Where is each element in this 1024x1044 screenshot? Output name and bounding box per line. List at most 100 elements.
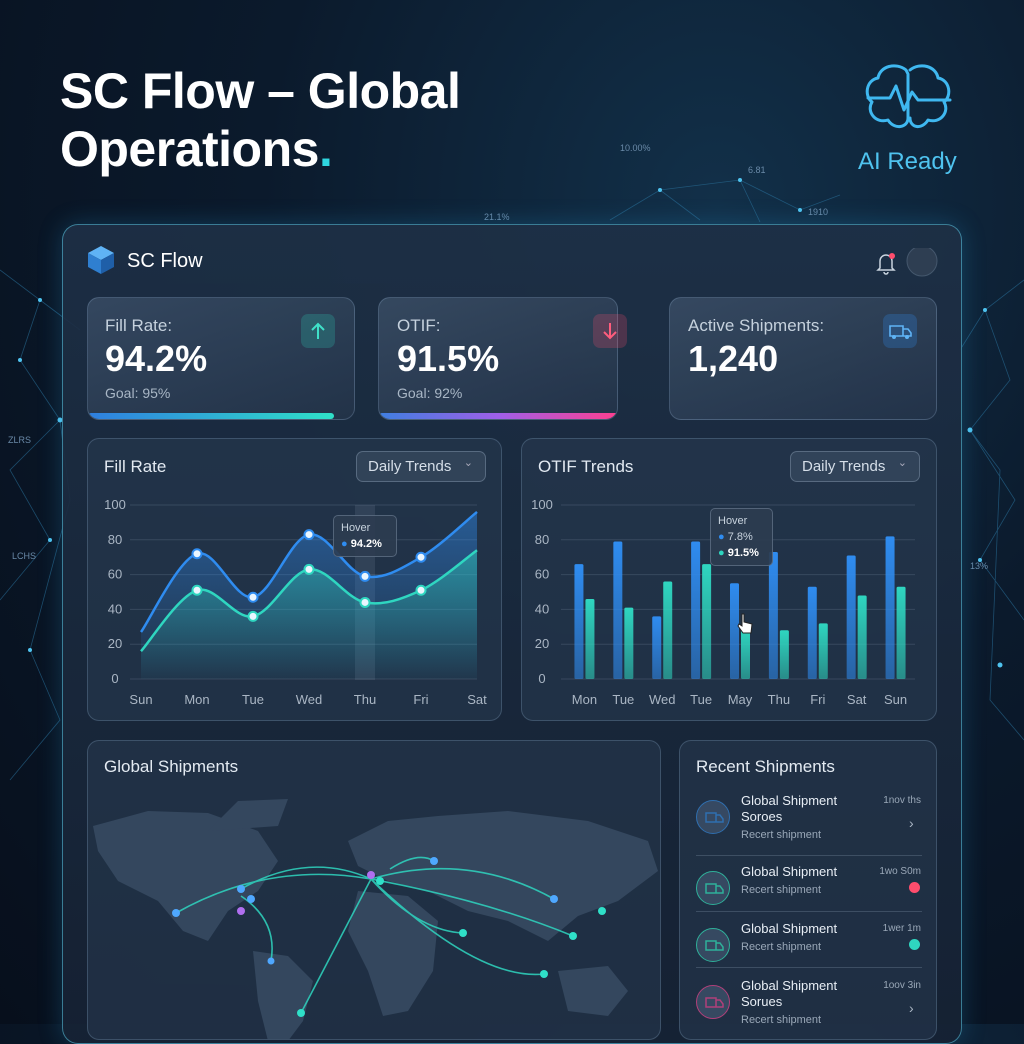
x-tick-label: Tue [690,692,712,707]
tooltip: Hover ● 94.2% [333,515,397,557]
point [415,584,427,596]
separator [696,967,922,968]
down-icon [593,314,627,348]
kpi-label: Fill Rate: [105,316,173,335]
x-tick-label: Sun [129,692,152,707]
line-chart: 0 20 40 60 80 100 Sun Mon Tue Wed Thu Fri Sat [104,497,487,707]
x-tick-label: Wed [296,692,323,707]
point [359,570,371,582]
y-tick-label: 60 [535,567,549,582]
point [359,596,371,608]
y-tick-label: 60 [108,567,122,582]
item-subtitle: Recert shipment [741,884,822,896]
x-tick-label: Tue [242,692,264,707]
x-tick-label: Sat [467,692,487,707]
chart-title: OTIF Trends [538,457,634,476]
x-tick-label: Fri [413,692,428,707]
y-tick-label: 20 [108,636,122,651]
tooltip: Hover ● 7.8% ● 91.5% [710,508,773,566]
bg-label: 1910 [808,207,829,217]
item-title: Global Shipment [741,921,838,936]
item-time: 1wo S0m [879,866,921,877]
kpi-goal: Goal: 92% [397,385,463,401]
bar [896,586,906,679]
area [141,550,477,679]
y-tick-label: 40 [108,601,122,616]
map-title: Global Shipments [104,757,239,776]
brand-name: SC Flow [127,250,203,272]
item-icon [696,800,730,834]
bar [741,630,750,679]
bar [663,581,673,679]
dropdown[interactable]: Daily Trends ⌄ [790,451,920,482]
page-title: SC Flow – Global Operations. [60,62,461,178]
item-time: 1oov 3in [883,980,921,991]
x-tick-label: Wed [649,692,676,707]
bar [585,598,595,679]
bar [779,630,789,679]
bar-chart: 0 20 40 60 80 100 Mon Tue Wed Tue May Thu Fri Sat Sun [531,497,915,707]
item-subtitle: Recert shipment [741,1014,822,1026]
bg-label: 21.1% [484,212,510,222]
bar [807,586,817,679]
bg-label: 13% [970,561,989,571]
y-tick-label: 40 [535,601,549,616]
bar [730,583,739,679]
bar [574,564,584,679]
item-title: Global Shipment Soroes [741,793,838,824]
separator [696,911,922,912]
y-tick-label: 80 [108,532,122,547]
item-time: 1nov ths [883,795,921,806]
title-dot: . [318,121,333,177]
tooltip-title: Hover [341,522,371,534]
kpi-card [669,297,937,420]
map-card [87,740,661,1040]
item-status [909,939,920,950]
kpi-value: 94.2% [105,338,208,379]
tooltip-value: 91.5% [727,547,759,559]
x-tick-label: Sat [847,692,867,707]
tooltip-value: 7.8% [727,531,753,543]
tooltip-title: Hover [718,515,748,527]
bar [613,541,623,679]
bg-label: 10.00% [620,143,651,153]
cursor [737,613,753,634]
kpi-goal: Goal: 95% [105,385,171,401]
dropdown[interactable]: Daily Trends ⌄ [356,451,486,482]
kpi-value: 91.5% [397,338,500,379]
bar [624,607,634,679]
bar [691,541,701,679]
bar [702,564,712,679]
point [303,563,315,575]
item-icon [696,928,730,962]
y-tick-label: 0 [111,671,118,686]
x-tick-label: Thu [354,692,376,707]
point [191,548,203,560]
item-title: Global Shipment Sorues [741,978,838,1009]
x-tick-label: Tue [612,692,634,707]
world-map [93,799,658,1039]
title-line: SC Flow – Global [60,63,461,119]
recent-title: Recent Shipments [696,757,835,776]
kpi-card [87,297,355,420]
item-subtitle: Recert shipment [741,941,822,953]
dropdown-label[interactable]: Daily Trends [802,458,886,475]
bar [857,595,867,679]
item-time: 1wer 1m [882,923,921,934]
item-status: › [909,815,914,831]
header-actions[interactable] [870,248,940,278]
point [415,551,427,563]
x-tick-label: Mon [572,692,597,707]
point [303,529,315,541]
x-tick-label: Thu [768,692,790,707]
y-tick-label: 80 [535,532,549,547]
bg-label: 6.81 [748,165,766,175]
item-icon [696,871,730,905]
tooltip-value: 94.2% [350,538,382,550]
kpi-label: Active Shipments: [688,316,825,335]
dropdown-label[interactable]: Daily Trends [368,458,452,475]
progress-bar [88,413,334,419]
bar [885,536,895,679]
up-icon [301,314,335,348]
